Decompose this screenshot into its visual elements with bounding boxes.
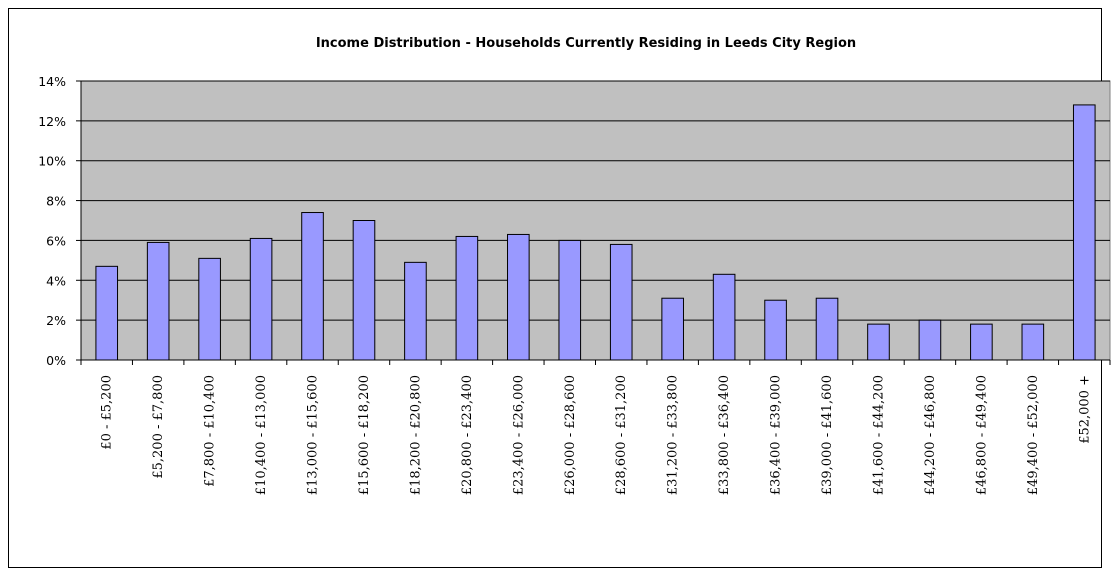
x-tick-label: £31,200 - £33,800 xyxy=(666,375,681,495)
y-tick-label: 10% xyxy=(38,154,66,169)
y-tick-label: 2% xyxy=(46,313,66,328)
bar xyxy=(918,319,942,361)
x-axis: £0 - £5,200 £5,200 - £7,800 £7,800 - £10,4… xyxy=(80,359,1111,495)
bar xyxy=(712,273,736,361)
bar xyxy=(404,261,427,361)
bar xyxy=(1072,104,1096,361)
x-tick-label: £23,400 - £26,000 xyxy=(511,375,526,495)
plot-area xyxy=(80,80,1111,361)
bar xyxy=(198,257,221,361)
x-tick-label: £20,800 - £23,400 xyxy=(460,375,475,495)
bar xyxy=(301,212,324,361)
x-tick-label: £18,200 - £20,800 xyxy=(408,375,423,495)
x-tick-label: £10,400 - £13,000 xyxy=(254,375,269,495)
bar xyxy=(95,265,119,361)
bar xyxy=(1021,323,1045,361)
x-tick-label: £13,000 - £15,600 xyxy=(306,375,321,495)
y-tick-label: 8% xyxy=(46,194,66,209)
y-tick-label: 14% xyxy=(38,74,66,89)
bar xyxy=(867,323,890,361)
y-tick-label: 12% xyxy=(38,114,66,129)
x-tick-label: £52,000 + xyxy=(1077,375,1092,444)
bar xyxy=(507,233,530,361)
bar xyxy=(609,243,633,361)
x-tick-label: £26,000 - £28,600 xyxy=(563,375,578,495)
bar xyxy=(455,235,479,361)
x-tick-label: £7,800 - £10,400 xyxy=(203,375,218,487)
x-tick-label: £28,600 - £31,200 xyxy=(614,375,629,495)
x-tick-label: £33,800 - £36,400 xyxy=(717,375,732,495)
bars xyxy=(95,104,1096,361)
y-tick-label: 4% xyxy=(46,273,66,288)
bar xyxy=(146,241,170,361)
x-tick-label: £44,200 - £46,800 xyxy=(923,375,938,495)
x-tick-label: £46,800 - £49,400 xyxy=(974,375,989,495)
bar xyxy=(970,323,993,361)
y-tick-label: 6% xyxy=(46,233,66,248)
bar xyxy=(352,220,376,361)
chart-title: Income Distribution - Households Current… xyxy=(316,36,856,51)
x-tick-label: £5,200 - £7,800 xyxy=(151,375,166,479)
x-tick-label: £0 - £5,200 xyxy=(100,375,115,450)
bar xyxy=(558,239,582,361)
bar xyxy=(764,299,787,361)
x-tick-label: £36,400 - £39,000 xyxy=(769,375,784,495)
bar xyxy=(815,297,839,361)
y-axis: 0% 2% 4% 6% 8% 10% 12% 14% xyxy=(38,74,82,368)
x-tick-label: £49,400 - £52,000 xyxy=(1026,375,1041,495)
x-tick-label: £15,600 - £18,200 xyxy=(357,375,372,495)
bar xyxy=(661,297,684,361)
x-tick-label: £39,000 - £41,600 xyxy=(820,375,835,495)
bar xyxy=(249,237,273,361)
x-tick-label: £41,600 - £44,200 xyxy=(871,375,886,495)
y-tick-label: 0% xyxy=(46,353,66,368)
